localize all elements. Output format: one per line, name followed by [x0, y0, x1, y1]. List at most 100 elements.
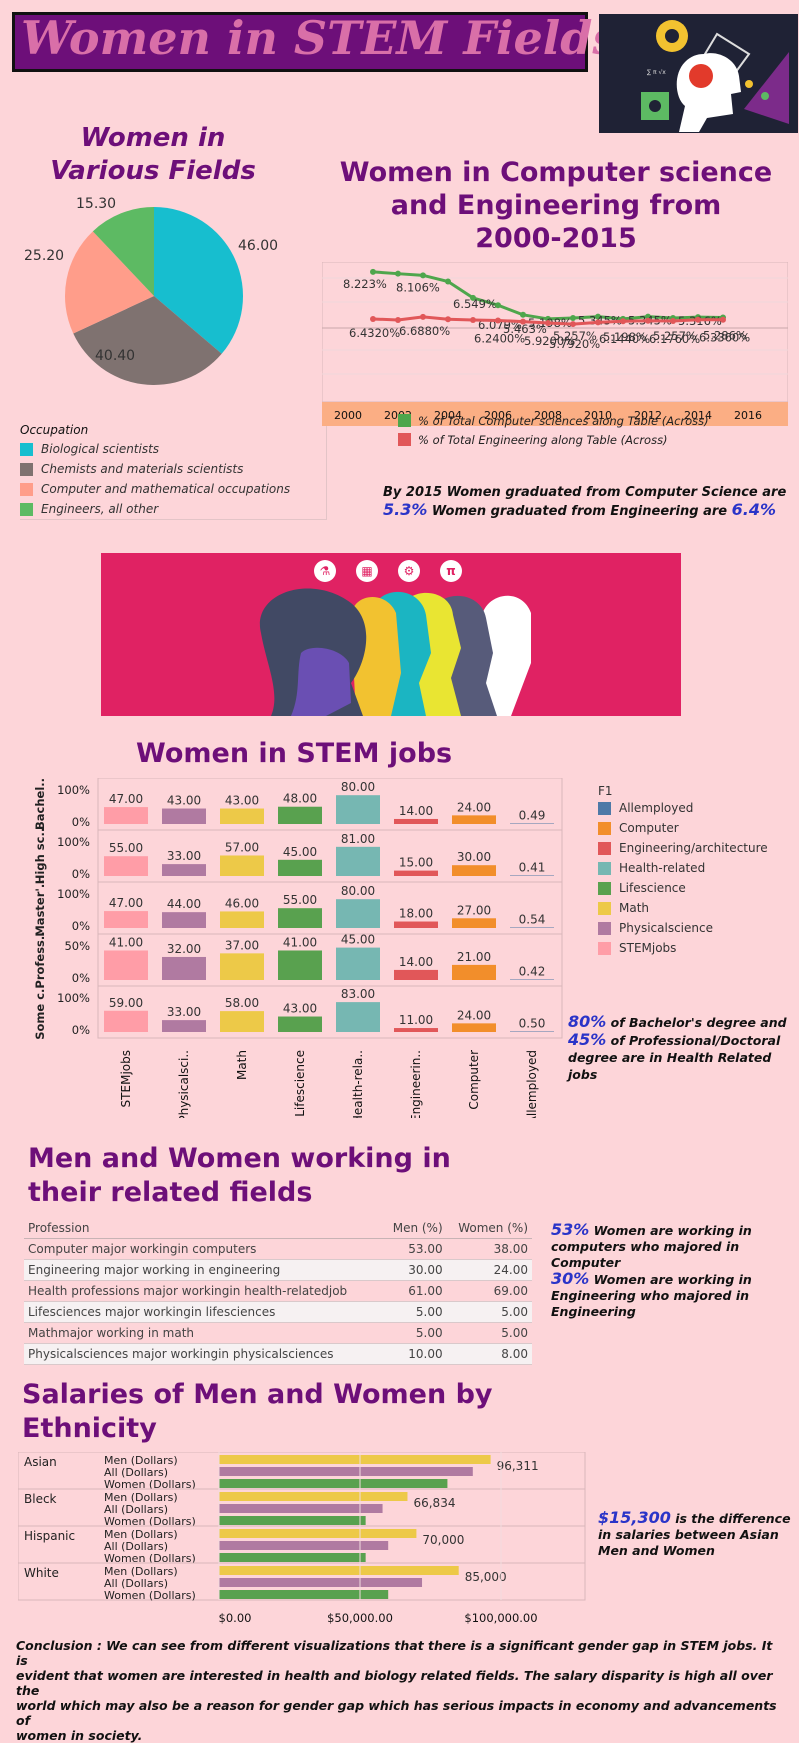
jobs-data-label: 44.00	[167, 897, 201, 911]
jobs-data-label: 58.00	[225, 996, 259, 1010]
ethnicity-label: White	[24, 1566, 59, 1580]
salary-bar	[219, 1590, 389, 1599]
graduation-note-cs-value: 5.3%	[383, 500, 428, 519]
profession-cell: Health professions major workingin healt…	[24, 1280, 384, 1302]
jobs-bar	[510, 979, 554, 980]
degree-note-text3: degree are in Health Related jobs	[568, 1050, 772, 1082]
jobs-data-label: 30.00	[457, 850, 491, 864]
degree-note-text2: of Professional/Doctoral	[610, 1033, 781, 1048]
line-point	[645, 317, 651, 324]
x-tick-label: $100,000.00	[464, 1611, 537, 1625]
salary-bar	[219, 1541, 389, 1550]
conclusion-text: Conclusion : We can see from different v…	[16, 1638, 786, 1743]
y-tick-label: 0%	[72, 1023, 90, 1037]
jobs-bar	[336, 1002, 380, 1032]
row-label: Profess..	[33, 931, 47, 988]
row-label: Master'..	[33, 879, 47, 936]
men-cell: 5.00	[383, 1301, 447, 1323]
line-data-label: 6.3360%	[699, 331, 750, 345]
line-data-label: 6.4320%	[349, 326, 400, 340]
gear-icon	[398, 560, 420, 582]
jobs-legend: F1 Allemployed Computer Engineering/archit…	[598, 784, 788, 958]
work-note-text1a: Women are working in	[593, 1223, 752, 1238]
work-title-line2: their related fields	[28, 1177, 313, 1208]
profession-table: Profession Men (%) Women (%) Computer ma…	[24, 1218, 532, 1365]
x-tick-label: 2000	[334, 409, 362, 422]
line-point	[445, 316, 451, 323]
jobs-data-label: 46.00	[225, 896, 259, 910]
salary-note-value: $15,300	[598, 1508, 671, 1527]
conclusion-line4: women in society.	[16, 1728, 143, 1743]
line-title-line2: and Engineering from	[390, 190, 722, 221]
men-cell: 53.00	[383, 1238, 447, 1260]
flask-icon	[314, 560, 336, 582]
jobs-data-label: 0.54	[519, 913, 546, 927]
jobs-bar	[162, 864, 206, 876]
x-tick-label: 2014	[684, 409, 712, 422]
calculator-icon	[356, 560, 378, 582]
men-cell: 10.00	[383, 1343, 447, 1365]
head-silhouette	[676, 53, 741, 132]
jobs-data-label: 81.00	[341, 832, 375, 846]
category-label: Lifescience	[293, 1050, 307, 1117]
line-point	[595, 313, 601, 320]
jobs-data-label: 43.00	[167, 794, 201, 808]
jobs-data-label: 59.00	[109, 996, 143, 1010]
conclusion-line2: evident that women are interested in hea…	[16, 1668, 773, 1698]
jobs-data-label: 80.00	[341, 780, 375, 794]
legend-label: Computer and mathematical occupations	[41, 482, 291, 496]
jobs-bar	[162, 912, 206, 928]
salary-bar	[219, 1566, 459, 1575]
jobs-bar	[162, 1020, 206, 1032]
jobs-bar	[220, 1011, 264, 1032]
men-header: Men (%)	[383, 1218, 447, 1239]
salary-note-text3: Men and Women	[598, 1543, 715, 1558]
line-point	[670, 317, 676, 324]
salary-note-text1: is the difference	[675, 1511, 791, 1526]
x-tick-label: $50,000.00	[327, 1611, 393, 1625]
jobs-bar	[278, 950, 322, 980]
series-label: Women (Dollars)	[104, 1589, 196, 1602]
pie-legend-title: Occupation	[20, 423, 89, 437]
line-point	[470, 294, 476, 301]
pie-data-label: 46.00	[238, 238, 278, 254]
category-label: Engineerin..	[409, 1050, 423, 1118]
women-cell: 24.00	[446, 1259, 532, 1281]
line-point	[395, 270, 401, 277]
pie-slice	[73, 296, 222, 385]
jobs-legend-item: Math	[598, 898, 788, 918]
jobs-bar	[510, 1031, 554, 1032]
jobs-data-label: 0.42	[519, 965, 546, 979]
table-row: Engineering major working in engineering…	[24, 1259, 532, 1281]
series-label: Women (Dollars)	[104, 1478, 196, 1491]
jobs-bar	[162, 808, 206, 824]
pie-slice	[92, 207, 154, 296]
jobs-data-label: 15.00	[399, 856, 433, 870]
conclusion-line3: world which may also be a reason for gen…	[16, 1698, 777, 1728]
jobs-bar	[278, 806, 322, 824]
work-title-line1: Men and Women working in	[28, 1143, 451, 1174]
ethnicity-label: Hispanic	[24, 1529, 75, 1543]
degree-note-value1: 80%	[568, 1012, 607, 1031]
salary-data-label: 96,311	[497, 1459, 539, 1473]
jobs-bar	[336, 899, 380, 928]
svg-text:⚗: ⚗	[320, 564, 331, 578]
legend-swatch	[598, 901, 611, 915]
profession-cell: Mathmajor working in math	[24, 1322, 384, 1344]
line-data-label: 6.1760%	[649, 332, 700, 346]
jobs-bar	[220, 953, 264, 980]
jobs-legend-title: F1	[598, 784, 613, 798]
jobs-bar	[452, 1023, 496, 1032]
jobs-data-label: 55.00	[283, 893, 317, 907]
jobs-data-label: 83.00	[341, 987, 375, 1001]
jobs-data-label: 0.50	[519, 1017, 546, 1031]
legend-swatch	[20, 502, 33, 516]
jobs-title: Women in STEM jobs	[136, 738, 453, 769]
legend-swatch	[398, 433, 411, 446]
category-label: Health-rela..	[351, 1050, 365, 1118]
line-legend-label: % of Total Engineering along Table (Acro…	[418, 433, 668, 447]
legend-swatch	[598, 801, 611, 815]
y-tick-label: 0%	[72, 815, 90, 829]
jobs-data-label: 47.00	[109, 792, 143, 806]
line-point	[420, 313, 426, 320]
